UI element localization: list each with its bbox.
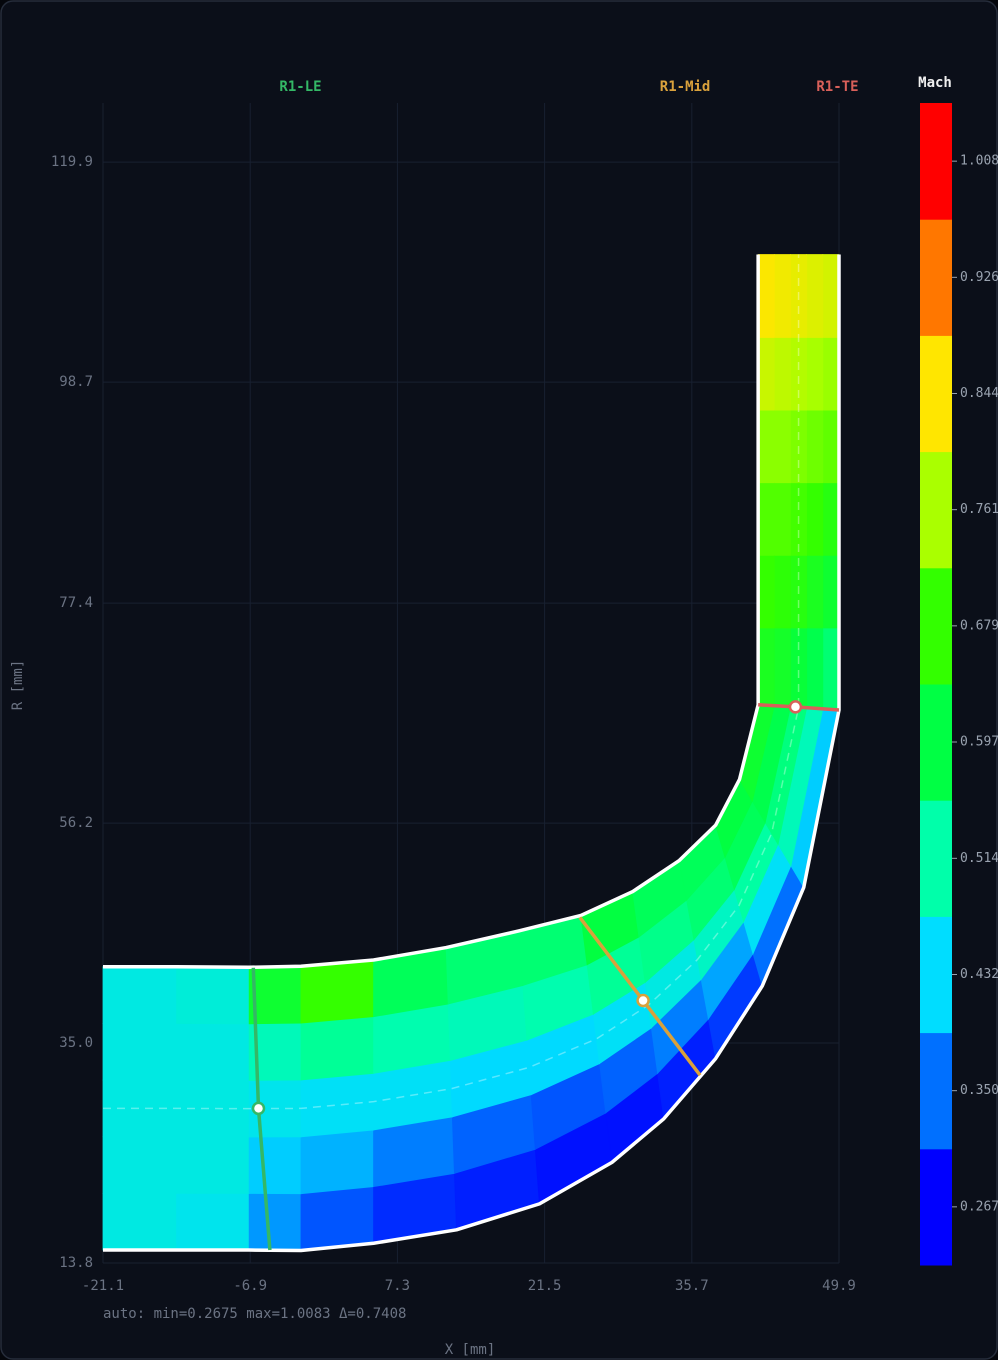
field-cell bbox=[773, 409, 791, 484]
colorbar-band bbox=[920, 1032, 952, 1150]
field-cell bbox=[102, 1023, 178, 1081]
colorbar-tick-label: 0.761 bbox=[960, 502, 998, 517]
field-cell bbox=[757, 254, 775, 338]
colorbar-band bbox=[920, 916, 952, 1034]
colorbar-tick-label: 1.008 bbox=[960, 154, 998, 169]
field-cell bbox=[773, 627, 791, 708]
field-cell bbox=[757, 409, 775, 484]
field-cell bbox=[176, 1136, 250, 1194]
y-tick-label: 13.8 bbox=[59, 1255, 93, 1271]
shroud-wall bbox=[103, 254, 760, 970]
station-point bbox=[788, 700, 803, 714]
x-tick-label: 21.5 bbox=[528, 1278, 562, 1294]
station-label: R1-Mid bbox=[660, 79, 711, 95]
field-cell bbox=[102, 966, 178, 1024]
colorbar-band bbox=[920, 103, 952, 220]
field-cell bbox=[806, 254, 824, 338]
field-cell bbox=[757, 337, 775, 411]
field-cell bbox=[822, 254, 840, 338]
field-cell bbox=[102, 1192, 178, 1251]
colorbar-title: Mach bbox=[918, 75, 952, 91]
y-tick-label: 98.7 bbox=[59, 374, 93, 390]
colorbar-band bbox=[920, 335, 952, 453]
colorbar-band bbox=[920, 219, 952, 336]
field-cell bbox=[176, 966, 250, 1025]
field-cell bbox=[806, 337, 824, 411]
station-label: R1-LE bbox=[279, 79, 321, 95]
x-tick-label: 49.9 bbox=[822, 1278, 856, 1294]
colorbar-band bbox=[920, 800, 952, 917]
range-note: auto: min=0.2675 max=1.0083 Δ=0.7408 bbox=[103, 1306, 406, 1322]
field-cell bbox=[773, 554, 791, 629]
colorbar-tick-label: 0.597 bbox=[960, 735, 998, 750]
colorbar-band bbox=[920, 684, 952, 801]
field-cell bbox=[176, 1023, 250, 1081]
field-cell bbox=[300, 959, 374, 1024]
field-cell bbox=[757, 554, 775, 629]
field-cell bbox=[822, 627, 840, 711]
field-cell bbox=[757, 627, 775, 707]
station-label: R1-TE bbox=[816, 79, 858, 95]
field-cell bbox=[806, 627, 824, 710]
colorbar-tick-label: 0.926 bbox=[960, 270, 998, 285]
field-cell bbox=[790, 627, 808, 709]
colorbar-tick-label: 0.844 bbox=[960, 386, 998, 401]
colorbar-band bbox=[920, 451, 952, 569]
colorbar-tick-label: 0.267 bbox=[960, 1199, 998, 1214]
station-point bbox=[636, 993, 650, 1008]
field-cell bbox=[300, 1186, 374, 1251]
field-cell bbox=[300, 1016, 374, 1081]
field-cell bbox=[822, 409, 840, 484]
field-cell bbox=[773, 482, 791, 556]
y-tick-label: 119.9 bbox=[51, 154, 93, 170]
field-cell bbox=[757, 482, 775, 556]
colorbar-tick-label: 0.514 bbox=[960, 851, 998, 866]
y-tick-label: 56.2 bbox=[59, 815, 93, 831]
colorbar-tick-label: 0.432 bbox=[960, 967, 998, 982]
field-cell bbox=[300, 1072, 374, 1138]
field-cell bbox=[822, 337, 840, 411]
field-cell bbox=[176, 1192, 250, 1251]
meanline bbox=[103, 254, 800, 1110]
field-cell bbox=[773, 254, 791, 338]
x-axis-label: X [mm] bbox=[445, 1342, 496, 1358]
field-cell bbox=[806, 554, 824, 629]
field-cell bbox=[248, 1193, 302, 1251]
colorbar-tick-label: 0.350 bbox=[960, 1083, 998, 1098]
x-tick-label: 7.3 bbox=[385, 1278, 410, 1294]
field-cell bbox=[773, 337, 791, 411]
field bbox=[102, 254, 840, 1251]
y-axis-label: R [mm] bbox=[10, 660, 26, 711]
colorbar-tick-label: 0.679 bbox=[960, 618, 998, 633]
field-cell bbox=[248, 965, 302, 1025]
field-cell bbox=[248, 1136, 302, 1195]
x-tick-label: 35.7 bbox=[675, 1278, 709, 1294]
field-cell bbox=[822, 554, 840, 629]
colorbar-band bbox=[920, 567, 952, 685]
overlay bbox=[103, 254, 841, 1253]
y-tick-label: 77.4 bbox=[59, 595, 93, 611]
field-cell bbox=[806, 482, 824, 556]
field-cell bbox=[102, 1136, 178, 1194]
hub-wall bbox=[103, 254, 841, 1253]
y-tick-label: 35.0 bbox=[59, 1035, 93, 1051]
field-cell bbox=[806, 409, 824, 484]
colorbar-band bbox=[920, 1148, 952, 1266]
x-tick-label: -21.1 bbox=[82, 1278, 124, 1294]
x-tick-label: -6.9 bbox=[233, 1278, 267, 1294]
field-cell bbox=[822, 482, 840, 556]
station-point bbox=[251, 1101, 266, 1116]
field-cell bbox=[300, 1129, 374, 1195]
